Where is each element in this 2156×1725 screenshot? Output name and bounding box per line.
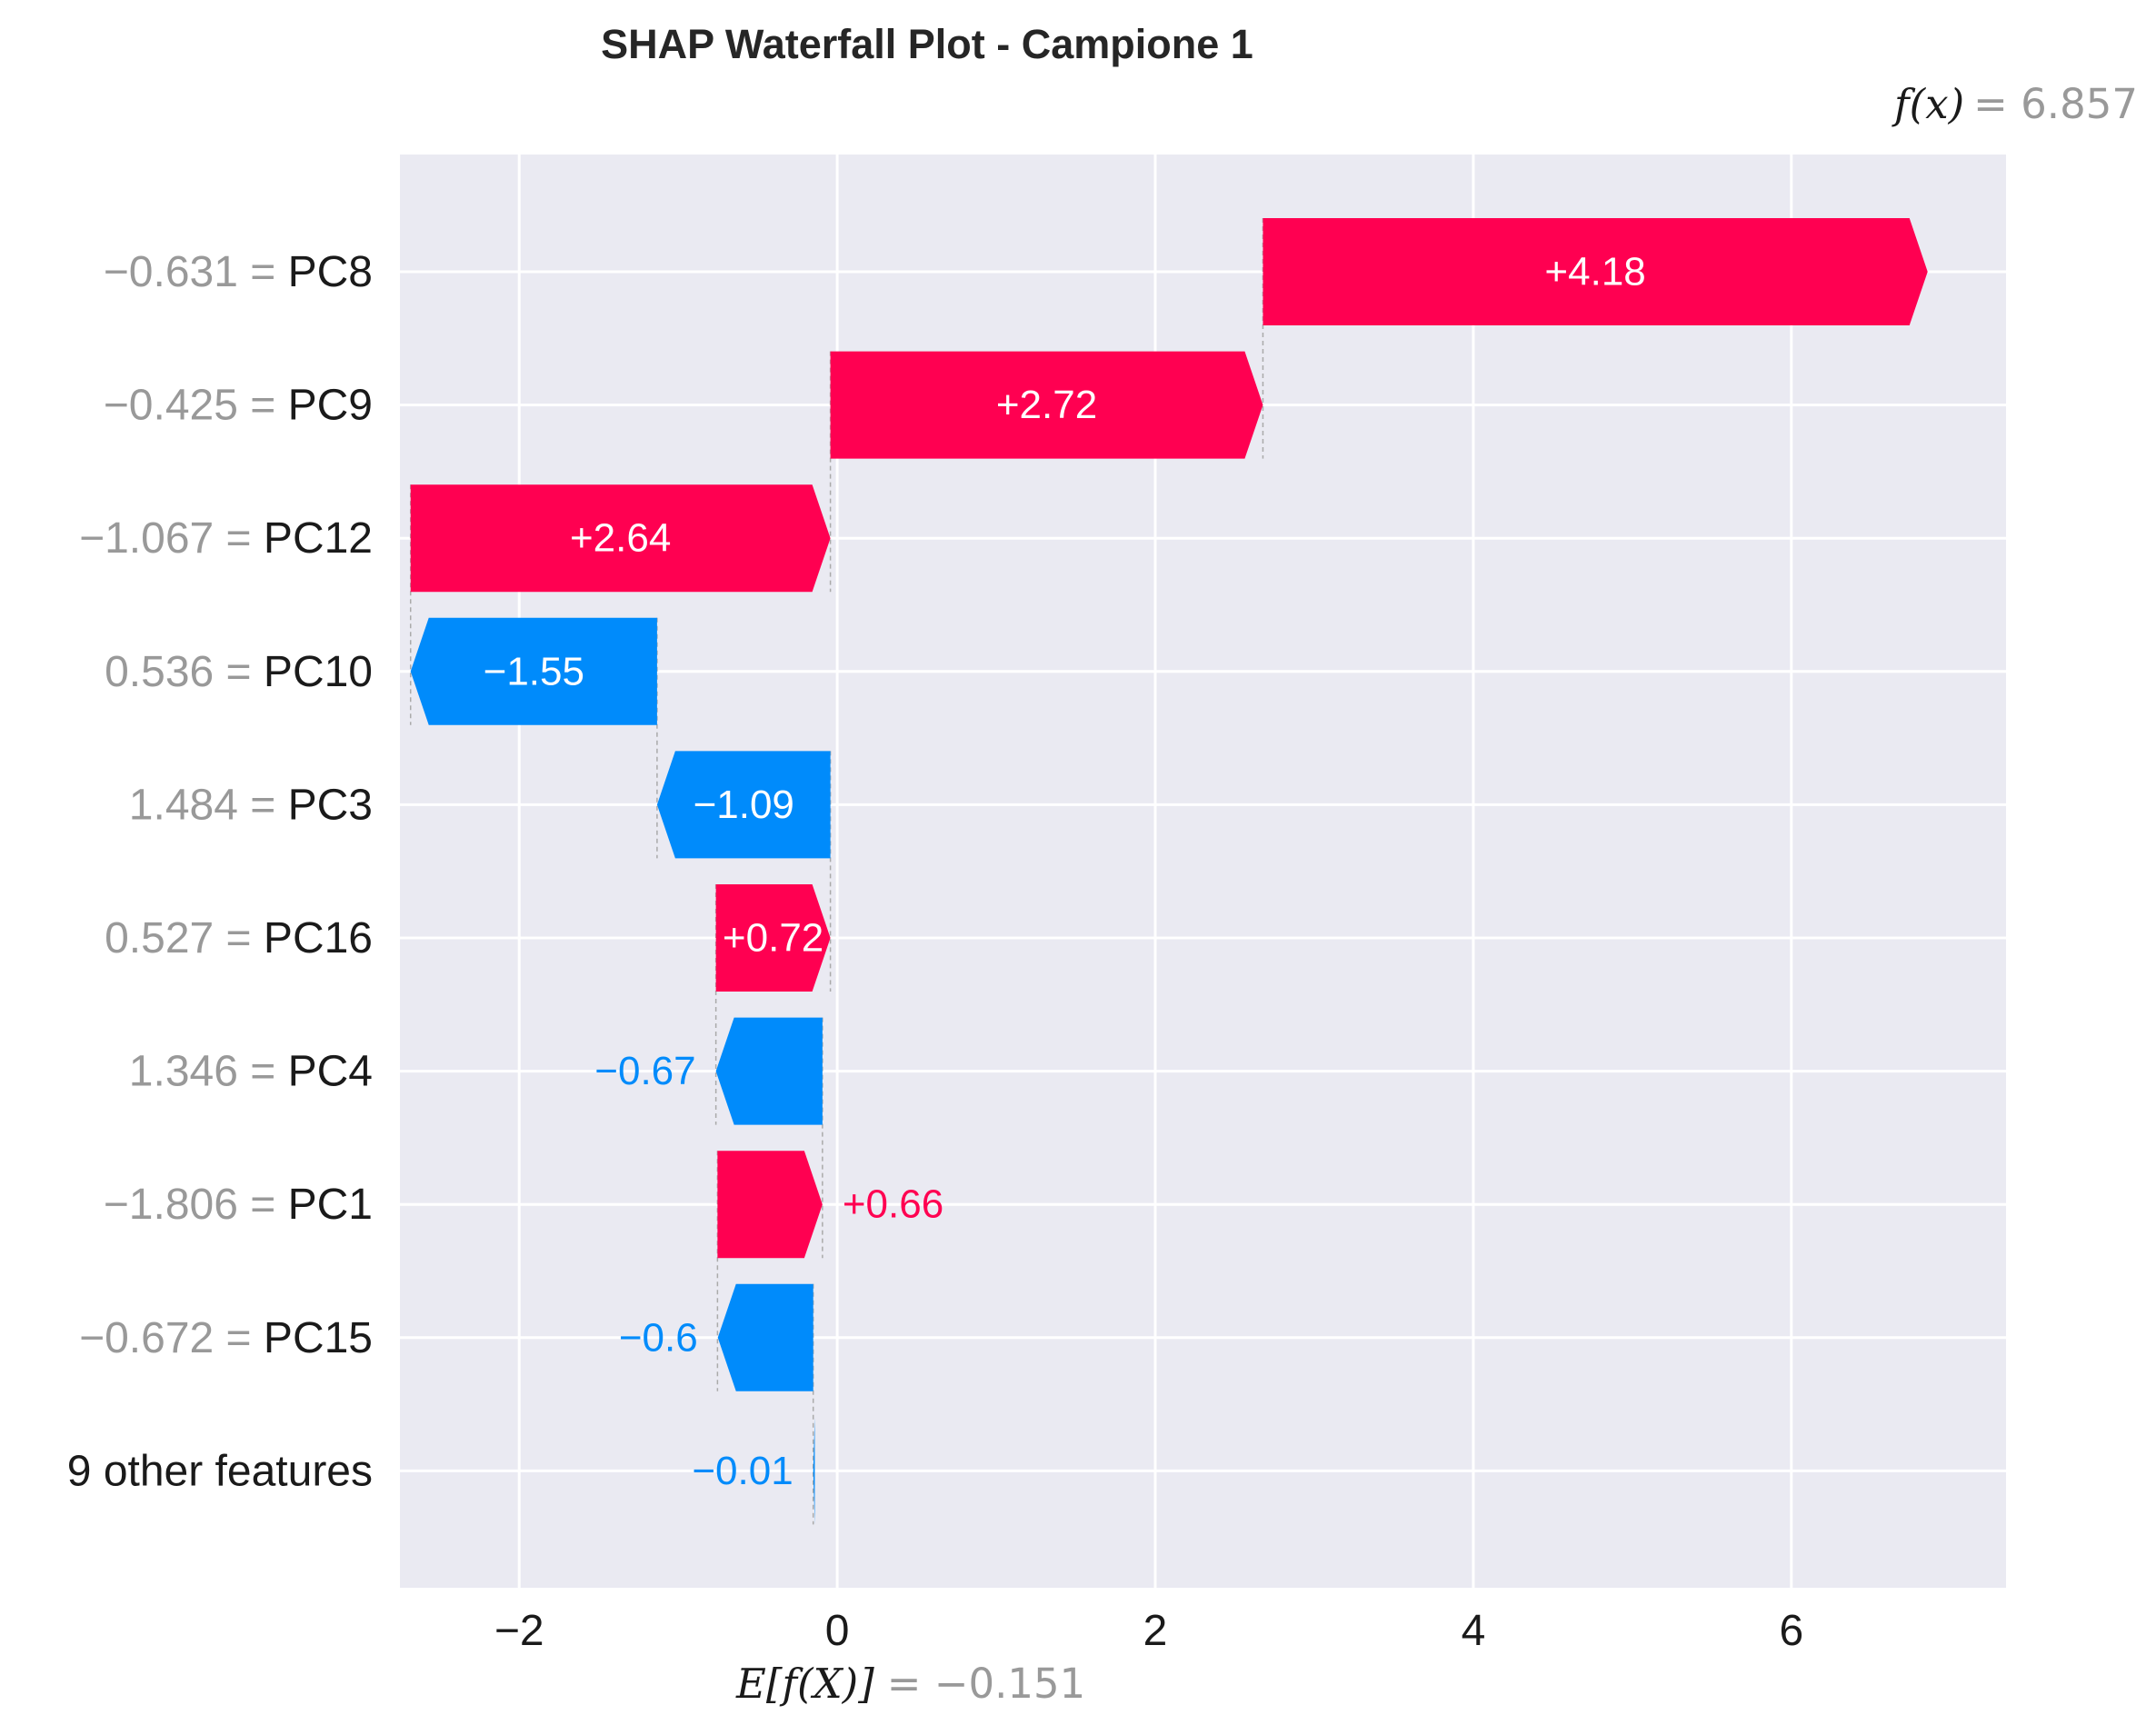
- feature-value: −0.425 =: [104, 381, 288, 429]
- bar-value-label: +4.18: [1544, 250, 1645, 294]
- x-tick-label: 4: [1462, 1607, 1486, 1655]
- bar-pc9: [830, 351, 1263, 459]
- feature-label: −0.672 = PC15: [79, 1313, 373, 1361]
- x-axis-ticks: −2 0 2 4 6: [494, 1607, 1803, 1655]
- bar-value-label: −0.67: [594, 1049, 695, 1093]
- feature-value: 0.536 =: [105, 647, 264, 695]
- bar-value-label: +0.72: [723, 916, 823, 961]
- feature-value: −1.806 =: [104, 1181, 288, 1229]
- feature-name: PC9: [288, 381, 373, 429]
- bar-value-label: −0.6: [619, 1315, 698, 1360]
- feature-name: PC10: [264, 647, 373, 695]
- bar-pc10: [410, 617, 657, 725]
- feature-name: PC3: [288, 781, 373, 829]
- bar-pc4: [715, 1017, 823, 1125]
- x-tick-label: 6: [1779, 1607, 1803, 1655]
- bar-pc1: [717, 1151, 823, 1259]
- feature-name: PC16: [264, 914, 373, 962]
- bar-value-label: +2.72: [996, 383, 1097, 427]
- bar-pc3: [656, 751, 831, 859]
- bar-pc8: [1263, 218, 1928, 325]
- feature-label: 0.536 = PC10: [105, 647, 373, 695]
- feature-name: 9 other features: [67, 1447, 373, 1495]
- x-tick-label: 0: [825, 1607, 850, 1655]
- bar-value-label: +2.64: [570, 516, 671, 561]
- bars: +4.18 +2.72 +2.64 −1.55 −1.09 +0.72 −0.67 +0.66…: [410, 218, 1928, 1525]
- feature-label: −1.067 = PC12: [79, 514, 373, 563]
- feature-label: 1.346 = PC4: [129, 1047, 373, 1095]
- feature-label: −1.806 = PC1: [104, 1181, 373, 1229]
- bar-pc12: [410, 484, 831, 593]
- feature-label: 9 other features: [67, 1447, 373, 1495]
- feature-name: PC8: [288, 248, 373, 296]
- feature-value: 1.346 =: [129, 1047, 288, 1095]
- x-tick-label: 2: [1143, 1607, 1168, 1655]
- feature-label: −0.425 = PC9: [104, 381, 373, 429]
- feature-value: −1.067 =: [79, 514, 264, 563]
- feature-label: 0.527 = PC16: [105, 914, 373, 962]
- base-value-annotation: E[f(X)] = −0.151: [735, 1660, 1085, 1708]
- feature-value: 1.484 =: [129, 781, 288, 829]
- bar-value-label: −1.09: [694, 783, 794, 827]
- connectors: [409, 218, 1264, 1525]
- bar-value-label: −0.01: [692, 1449, 793, 1493]
- feature-name: PC12: [264, 514, 373, 563]
- feature-name: PC4: [288, 1047, 373, 1095]
- bar-9-other-features: [813, 1417, 815, 1525]
- y-axis-labels: −0.631 = PC8 −0.425 = PC9 −1.067 = PC12 0.5…: [67, 248, 373, 1495]
- feature-label: 1.484 = PC3: [129, 781, 373, 829]
- bar-value-label: +0.66: [843, 1182, 943, 1227]
- feature-value: −0.672 =: [79, 1313, 264, 1361]
- feature-name: PC1: [288, 1181, 373, 1229]
- bar-pc15: [717, 1283, 813, 1391]
- bar-value-label: −1.55: [484, 649, 584, 693]
- feature-value: −0.631 =: [104, 248, 288, 296]
- feature-name: PC15: [264, 1313, 373, 1361]
- fx-annotation: f(x) = 6.857: [1891, 80, 2138, 128]
- feature-value: 0.527 =: [105, 914, 264, 962]
- feature-label: −0.631 = PC8: [104, 248, 373, 296]
- chart-title: SHAP Waterfall Plot - Campione 1: [601, 21, 1253, 67]
- x-tick-label: −2: [494, 1607, 544, 1655]
- bar-pc16: [715, 884, 831, 992]
